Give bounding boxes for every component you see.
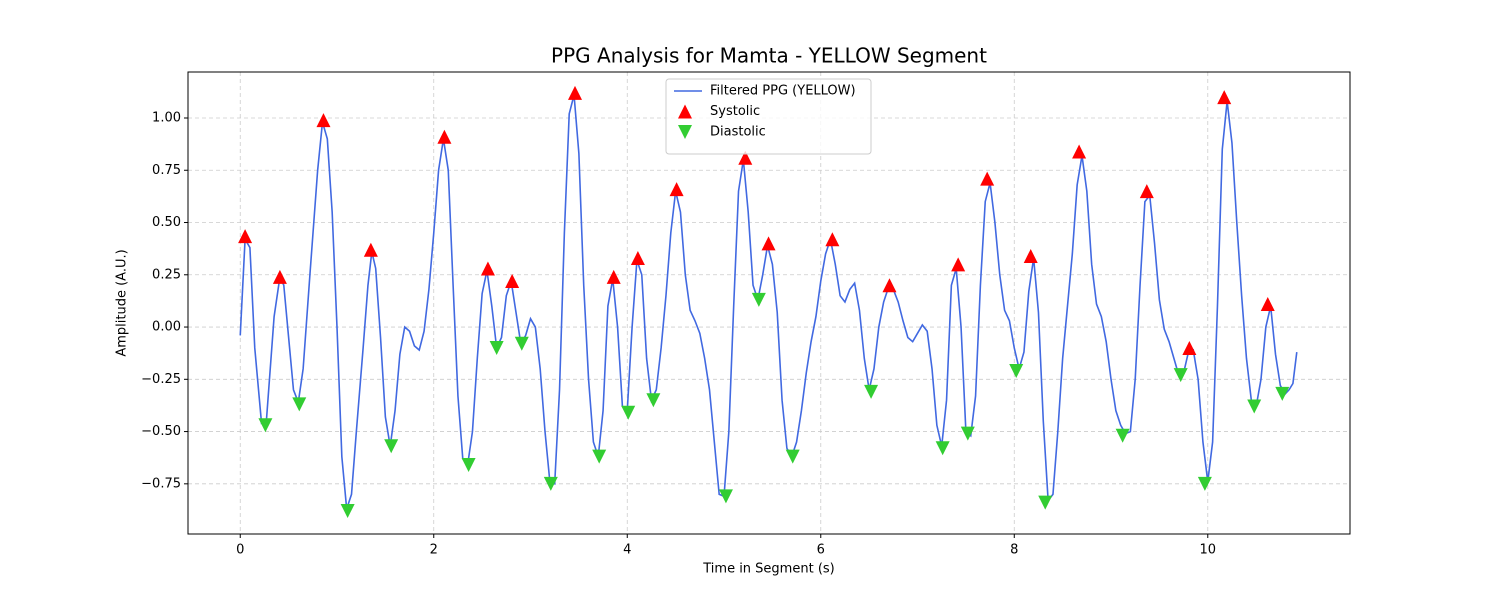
peak-marker bbox=[718, 489, 733, 504]
peak-marker bbox=[646, 393, 661, 408]
peak-marker bbox=[480, 261, 495, 276]
plot-frame bbox=[187, 71, 1351, 535]
peak-marker bbox=[1275, 386, 1290, 401]
peak-marker bbox=[606, 269, 621, 284]
legend-label: Diastolic bbox=[710, 125, 766, 140]
peak-marker bbox=[1023, 248, 1038, 263]
peak-marker bbox=[669, 182, 684, 197]
legend-swatch bbox=[678, 125, 692, 139]
peak-marker bbox=[384, 439, 399, 454]
peak-marker bbox=[489, 340, 504, 355]
x-tick-label: 4 bbox=[623, 543, 631, 558]
peak-marker bbox=[785, 449, 800, 464]
y-tick-label: 0.25 bbox=[152, 267, 181, 282]
peak-marker bbox=[292, 397, 307, 412]
y-tick-label: −0.25 bbox=[141, 372, 181, 387]
peak-marker bbox=[951, 257, 966, 272]
legend-label: Filtered PPG (YELLOW) bbox=[710, 84, 856, 99]
y-tick-label: −0.50 bbox=[141, 424, 181, 439]
peak-marker bbox=[621, 405, 636, 420]
peak-marker bbox=[882, 278, 897, 293]
y-axis-label: Amplitude (A.U.) bbox=[115, 249, 130, 356]
legend-box bbox=[665, 78, 872, 155]
peak-marker bbox=[1115, 428, 1130, 443]
peak-marker bbox=[505, 274, 520, 289]
peak-marker bbox=[437, 129, 452, 144]
peak-marker bbox=[864, 384, 879, 399]
peak-marker bbox=[980, 171, 995, 186]
peak-marker bbox=[1197, 476, 1212, 491]
peak-marker bbox=[1072, 144, 1087, 159]
y-tick-label: −0.75 bbox=[141, 476, 181, 491]
legend-swatch bbox=[678, 104, 692, 119]
peak-marker bbox=[1139, 184, 1154, 199]
legend-label: Systolic bbox=[710, 104, 760, 119]
peak-marker bbox=[1182, 340, 1197, 355]
peak-marker bbox=[1260, 297, 1275, 312]
peak-marker bbox=[238, 229, 253, 244]
peak-marker bbox=[340, 504, 355, 519]
peak-marker bbox=[568, 85, 583, 100]
y-tick-label: 0.00 bbox=[152, 320, 181, 335]
legend: Filtered PPG (YELLOW) Systolic Diastolic bbox=[665, 78, 872, 155]
y-tick-label: 0.50 bbox=[152, 215, 181, 230]
x-axis-label: Time in Segment (s) bbox=[702, 562, 834, 577]
peak-marker bbox=[935, 441, 950, 456]
y-tick-label: 1.00 bbox=[152, 110, 181, 125]
peak-marker bbox=[461, 458, 476, 473]
peak-marker bbox=[1173, 368, 1188, 383]
peak-marker bbox=[1217, 90, 1232, 105]
peak-marker bbox=[1038, 495, 1053, 510]
peak-marker bbox=[751, 292, 766, 307]
peak-marker bbox=[960, 426, 975, 441]
x-tick-label: 0 bbox=[236, 543, 244, 558]
y-tick-label: 0.75 bbox=[152, 163, 181, 178]
x-tick-label: 8 bbox=[1010, 543, 1018, 558]
peak-marker bbox=[363, 242, 378, 257]
x-tick-label: 6 bbox=[817, 543, 825, 558]
peak-marker bbox=[1009, 363, 1024, 378]
peak-marker bbox=[316, 113, 331, 128]
peak-marker bbox=[592, 449, 607, 464]
peak-marker bbox=[761, 236, 776, 251]
peak-marker bbox=[738, 150, 753, 165]
peak-marker bbox=[1247, 399, 1262, 414]
peak-marker bbox=[514, 336, 529, 351]
peak-marker bbox=[543, 476, 558, 491]
chart-title: PPG Analysis for Mamta - YELLOW Segment bbox=[551, 44, 987, 68]
x-tick-label: 10 bbox=[1200, 543, 1217, 558]
peak-marker bbox=[272, 269, 287, 284]
x-tick-label: 2 bbox=[430, 543, 438, 558]
peak-marker bbox=[825, 232, 840, 247]
peak-marker bbox=[630, 251, 645, 266]
peak-marker bbox=[258, 418, 273, 433]
